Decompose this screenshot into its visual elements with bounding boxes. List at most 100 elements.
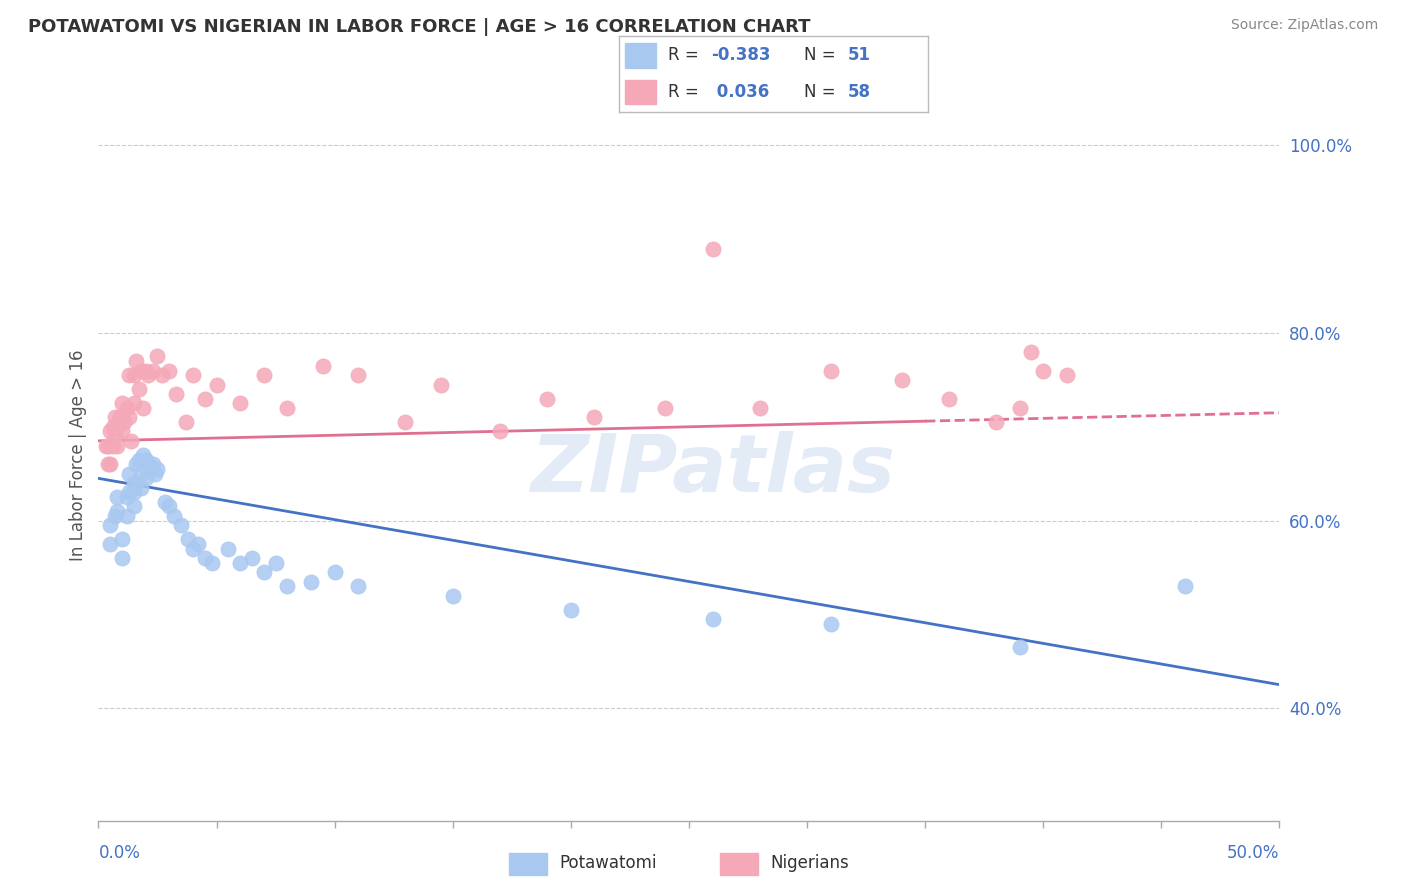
Text: N =: N = <box>804 83 835 101</box>
Point <box>205 377 228 392</box>
Point <box>98 425 121 439</box>
Point <box>125 458 148 472</box>
Point <box>276 401 298 415</box>
Point <box>94 438 117 452</box>
Point <box>98 537 121 551</box>
Point <box>276 579 298 593</box>
Point <box>229 396 252 410</box>
Point <box>430 377 453 392</box>
Point <box>163 508 186 523</box>
Point <box>560 602 582 616</box>
Point <box>112 415 135 429</box>
Point <box>122 476 145 491</box>
Point <box>264 556 287 570</box>
Point <box>115 490 138 504</box>
Point <box>111 396 134 410</box>
Point <box>132 448 155 462</box>
Point <box>748 401 770 415</box>
Point <box>105 504 128 518</box>
Point <box>146 350 169 364</box>
Point <box>165 387 187 401</box>
Point <box>240 551 263 566</box>
Point <box>142 363 165 377</box>
Text: R =: R = <box>668 83 699 101</box>
Text: R =: R = <box>668 46 699 64</box>
Bar <box>624 79 655 104</box>
Y-axis label: In Labor Force | Age > 16: In Labor Force | Age > 16 <box>69 349 87 561</box>
Point <box>146 462 169 476</box>
Text: Potawatomi: Potawatomi <box>560 854 657 872</box>
Point <box>217 541 239 556</box>
Point <box>174 415 197 429</box>
Point <box>157 500 180 514</box>
Point <box>128 452 150 467</box>
Point <box>101 438 124 452</box>
Point <box>118 368 141 383</box>
Point <box>135 363 157 377</box>
Point <box>97 458 120 472</box>
Point <box>984 415 1007 429</box>
Point <box>104 508 127 523</box>
Point <box>115 401 138 415</box>
Text: 58: 58 <box>848 83 870 101</box>
Point <box>136 458 159 472</box>
Point <box>201 556 224 570</box>
Point <box>153 495 176 509</box>
Point <box>105 490 128 504</box>
Point <box>121 434 143 448</box>
Point <box>122 500 145 514</box>
Point <box>181 541 204 556</box>
Point <box>98 458 121 472</box>
Point <box>177 533 200 547</box>
Text: 51: 51 <box>848 46 870 64</box>
Text: N =: N = <box>804 46 835 64</box>
Point <box>1056 368 1078 383</box>
Point <box>125 476 148 491</box>
Point <box>1021 344 1043 359</box>
Point <box>702 242 724 256</box>
Point <box>105 438 128 452</box>
Point <box>820 363 842 377</box>
Point <box>111 425 134 439</box>
Point <box>98 518 121 533</box>
Point <box>143 467 166 481</box>
Point <box>142 458 165 472</box>
Point <box>150 368 173 383</box>
Point <box>489 425 512 439</box>
Point <box>122 396 145 410</box>
Point <box>108 410 131 425</box>
Text: Nigerians: Nigerians <box>770 854 849 872</box>
Point <box>157 363 180 377</box>
Text: 0.0%: 0.0% <box>98 844 141 862</box>
Point <box>118 467 141 481</box>
Point <box>312 359 335 373</box>
Point <box>105 419 128 434</box>
Point <box>181 368 204 383</box>
Point <box>187 537 209 551</box>
Text: 0.036: 0.036 <box>711 83 769 101</box>
Point <box>122 485 145 500</box>
Point <box>229 556 252 570</box>
Text: 50.0%: 50.0% <box>1227 844 1279 862</box>
Point <box>135 471 157 485</box>
Point <box>129 481 152 495</box>
Point <box>118 410 141 425</box>
Point <box>654 401 676 415</box>
Point <box>136 368 159 383</box>
Point <box>394 415 416 429</box>
Bar <box>720 853 758 875</box>
Point <box>890 373 912 387</box>
Point <box>115 508 138 523</box>
Bar <box>624 44 655 68</box>
Point <box>129 363 152 377</box>
Point <box>1008 401 1031 415</box>
Point <box>299 574 322 589</box>
Point <box>122 368 145 383</box>
Point <box>253 565 276 579</box>
Point <box>125 354 148 368</box>
Text: POTAWATOMI VS NIGERIAN IN LABOR FORCE | AGE > 16 CORRELATION CHART: POTAWATOMI VS NIGERIAN IN LABOR FORCE | … <box>28 18 811 36</box>
Point <box>111 551 134 566</box>
Point <box>129 467 152 481</box>
Text: ZIPatlas: ZIPatlas <box>530 431 896 508</box>
Point <box>820 616 842 631</box>
